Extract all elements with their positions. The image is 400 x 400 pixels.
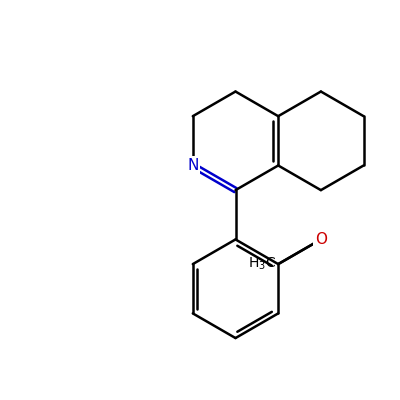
Text: N: N — [187, 158, 198, 173]
Text: O: O — [315, 232, 327, 247]
Text: H$_3$C: H$_3$C — [248, 256, 276, 272]
